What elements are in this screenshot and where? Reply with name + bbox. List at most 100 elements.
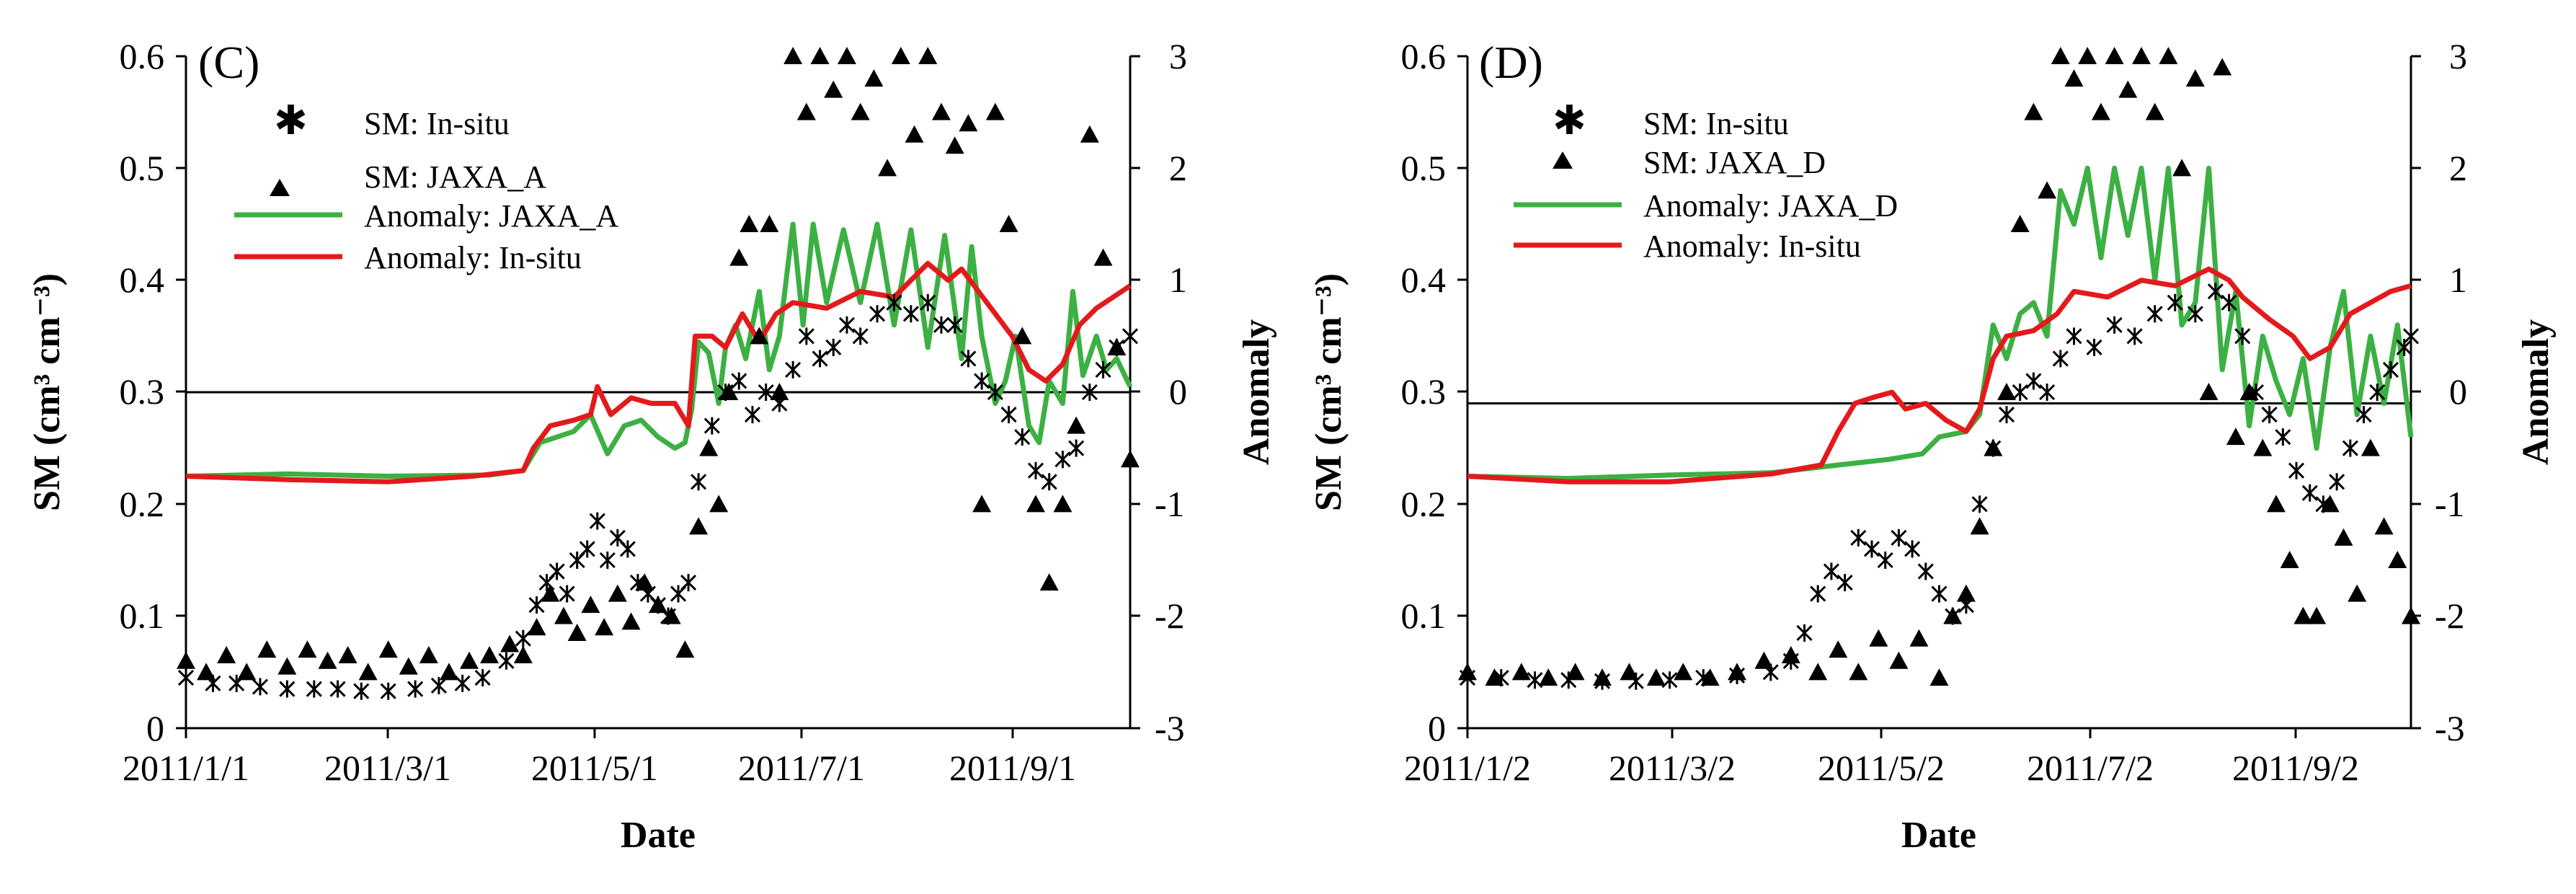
- triangle-point: [2213, 58, 2232, 76]
- triangle-point: [419, 646, 438, 664]
- y-right-tick-label: -1: [1155, 484, 1185, 524]
- triangle-point: [864, 69, 884, 87]
- y-left-axis-title: SM (cm³ cm⁻³): [27, 273, 68, 511]
- asterisk-point: [1904, 540, 1921, 558]
- triangle-point: [2038, 181, 2057, 199]
- triangle-point: [662, 606, 681, 624]
- triangle-point: [1808, 663, 1828, 681]
- legend-label: SM: JAXA_D: [1643, 145, 1826, 180]
- asterisk-point: [785, 360, 801, 379]
- asterisk-point: [548, 562, 565, 580]
- asterisk-point: [1917, 562, 1934, 580]
- left-y-ticks: 0 0.1 0.2 0.3 0.4 0.5 0.6: [120, 36, 186, 748]
- triangle-point: [460, 651, 479, 669]
- triangle-point: [635, 573, 654, 591]
- triangle-point: [1997, 383, 2016, 400]
- asterisk-point: [2066, 327, 2082, 345]
- triangle-point: [358, 663, 378, 681]
- asterisk-point: [619, 540, 636, 558]
- triangle-point: [1929, 668, 1949, 686]
- y-left-tick-label: 0.6: [1401, 36, 1447, 76]
- x-axis-title: Date: [621, 815, 696, 856]
- triangle-point: [719, 383, 739, 400]
- triangle-point: [796, 102, 816, 120]
- asterisk-point: [2355, 406, 2372, 424]
- legend: ✱ SM: In-situ SM: JAXA_D Anomaly: JAXA_D…: [1514, 99, 1898, 264]
- asterisk-point: [1041, 473, 1057, 491]
- triangle-point: [1080, 125, 1099, 143]
- triangle-point: [2402, 606, 2420, 624]
- triangle-point: [1889, 651, 1909, 669]
- asterisk-point: [1095, 360, 1111, 379]
- triangle-point: [1781, 646, 1800, 664]
- triangle-point: [1909, 629, 1929, 647]
- right-y-ticks: -3 -2 -1 0 1 2 3: [2411, 36, 2467, 748]
- asterisk-point: [703, 417, 720, 435]
- y-left-tick-label: 0.5: [1401, 148, 1447, 188]
- y-right-tick-label: 1: [2449, 260, 2467, 300]
- asterisk-point: [1998, 406, 2015, 424]
- legend-marker-triangle: [1553, 151, 1573, 169]
- asterisk-point: [886, 293, 902, 311]
- y-left-tick-label: 0.2: [120, 484, 165, 524]
- asterisk-point: [902, 305, 919, 323]
- asterisk-point: [559, 585, 575, 603]
- asterisk-point: [430, 676, 447, 694]
- y-right-tick-label: 2: [1169, 148, 1187, 188]
- triangle-point: [2185, 69, 2205, 87]
- y-left-tick-label: 0: [146, 708, 164, 748]
- triangle-point: [378, 640, 398, 658]
- asterisk-point: [690, 473, 707, 491]
- triangle-point: [2293, 606, 2313, 624]
- series-line: [1467, 266, 2412, 484]
- triangle-point: [1013, 327, 1032, 345]
- triangle-point: [2064, 69, 2084, 87]
- triangle-point: [1869, 629, 1888, 647]
- legend-label: SM: JAXA_A: [364, 159, 546, 195]
- asterisk-point: [2126, 327, 2143, 345]
- panel-label: (C): [198, 37, 259, 88]
- y-left-tick-label: 0.2: [1401, 484, 1447, 524]
- triangle-point: [2145, 102, 2164, 120]
- triangle-point: [595, 618, 614, 636]
- triangle-point: [177, 651, 195, 669]
- triangle-point: [1943, 606, 1963, 624]
- asterisk-point: [1068, 439, 1085, 457]
- triangle-point: [1620, 663, 1639, 681]
- asterisk-point: [960, 350, 977, 368]
- triangle-point: [197, 663, 216, 681]
- asterisk-point: [2052, 350, 2069, 368]
- x-tick-label: 2011/1/1: [123, 748, 249, 788]
- triangle-point: [770, 383, 789, 400]
- y-right-tick-label: 0: [1169, 371, 1187, 412]
- y-right-tick-label: 1: [1169, 260, 1187, 300]
- x-tick-label: 2011/3/2: [1609, 748, 1736, 788]
- asterisk-point: [474, 669, 491, 687]
- series-line: [185, 260, 1132, 484]
- triangle-point: [2388, 551, 2407, 568]
- y-left-tick-label: 0.3: [1401, 371, 1447, 412]
- asterisk-point: [2025, 372, 2042, 390]
- y-left-tick-label: 0.4: [1401, 260, 1447, 300]
- asterisk-point: [353, 682, 370, 700]
- triangle-point: [608, 584, 627, 602]
- x-ticks: 2011/1/2 2011/3/2 2011/5/2 2011/7/2 2011…: [1404, 728, 2359, 788]
- asterisk-point: [279, 680, 296, 698]
- triangle-point: [959, 114, 978, 132]
- triangle-point: [2172, 159, 2192, 177]
- triangle-point: [2280, 551, 2299, 568]
- triangle-point: [2105, 47, 2124, 64]
- asterisk-point: [2039, 384, 2056, 401]
- triangle-point: [298, 640, 317, 658]
- legend-label: SM: In-situ: [364, 106, 510, 141]
- triangle-point: [1646, 668, 1666, 686]
- triangle-point: [1039, 573, 1059, 591]
- triangle-point: [1728, 663, 1746, 681]
- asterisk-point: [1054, 451, 1071, 469]
- asterisk-point: [252, 678, 268, 696]
- triangle-point: [905, 125, 924, 143]
- asterisk-point: [177, 669, 195, 687]
- triangle-point: [2199, 383, 2219, 400]
- panel-label: (D): [1479, 37, 1543, 88]
- triangle-point: [2360, 438, 2380, 456]
